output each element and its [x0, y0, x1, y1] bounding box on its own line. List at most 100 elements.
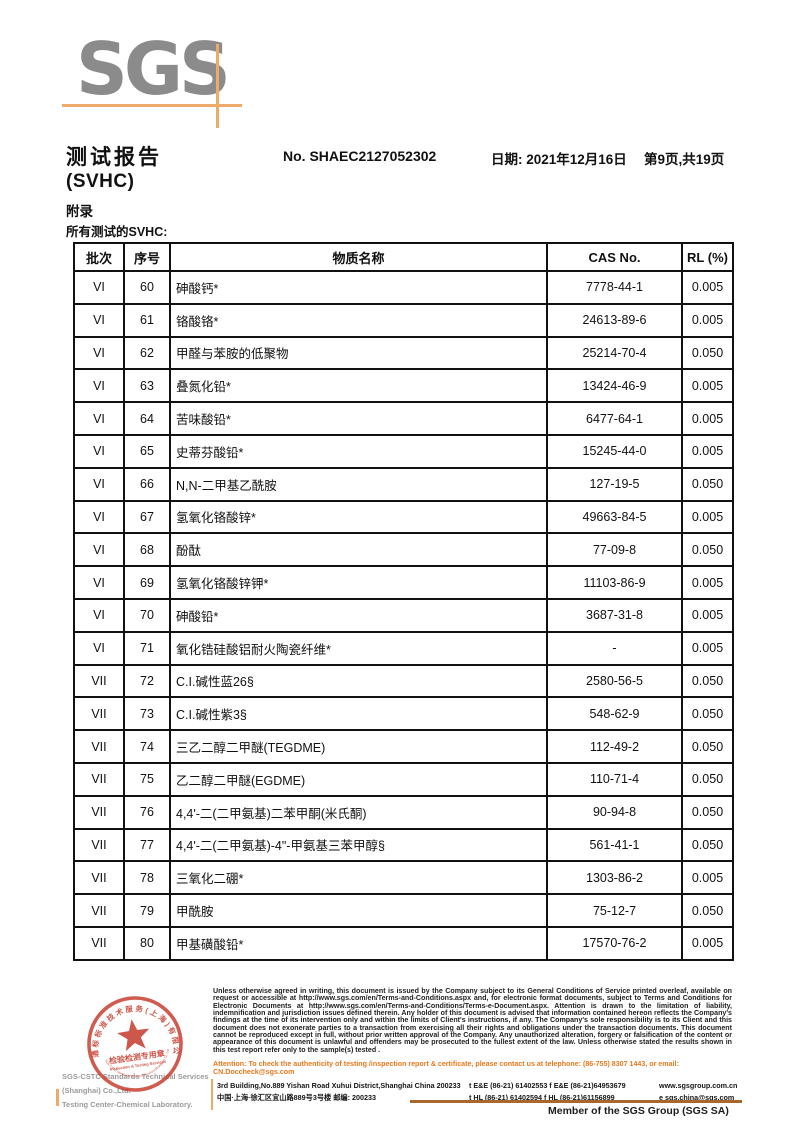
cell-cas: 1303-86-2: [546, 860, 683, 896]
cell-rl: 0.005: [681, 270, 734, 305]
phone-fax-hl: t HL (86-21) 61402594 f HL (86-21)611568…: [469, 1092, 615, 1102]
cell-rl: 0.005: [681, 433, 734, 469]
cell-rl: 0.005: [681, 630, 734, 666]
cell-no: 60: [123, 270, 171, 305]
cell-substance: 砷酸钙*: [169, 270, 548, 305]
page-indicator: 第9页,共19页: [644, 152, 725, 167]
cell-cas: 7778-44-1: [546, 270, 683, 305]
company-name-lines: SGS-CSTC Standards Technical Services (S…: [62, 1070, 232, 1112]
cell-substance: 苦味酸铅*: [169, 401, 548, 436]
cell-no: 80: [123, 925, 171, 962]
website-link[interactable]: www.sgsgroup.com.cn: [659, 1081, 738, 1090]
cell-no: 72: [123, 663, 171, 699]
cell-no: 78: [123, 860, 171, 896]
cell-batch: VI: [73, 597, 125, 633]
cell-cas: 561-41-1: [546, 827, 683, 863]
appendix-label: 附录: [66, 204, 93, 219]
inspection-stamp-seal: 通标标准技术服务(上海)有限公司 检验检测专用章 Inspection & Te…: [78, 986, 183, 1092]
cell-cas: 17570-76-2: [546, 925, 683, 962]
cell-cas: -: [546, 630, 683, 666]
star-icon: [117, 1019, 150, 1052]
report-number: No. SHAEC2127052302: [283, 148, 437, 164]
cell-cas: 112-49-2: [546, 729, 683, 764]
table-row: VII 72 C.I.碱性蓝26§ 2580-56-5 0.050: [73, 663, 734, 699]
cell-substance: 甲酰胺: [169, 893, 548, 928]
col-header-substance: 物质名称: [169, 242, 548, 272]
sgs-logo: SGS: [76, 27, 231, 111]
logo-horizontal-rule: [62, 104, 242, 107]
cell-rl: 0.050: [681, 729, 734, 764]
cell-no: 65: [123, 433, 171, 469]
page-subtitle: (SVHC): [66, 171, 135, 192]
cell-batch: VI: [73, 565, 125, 600]
cell-substance: 乙二醇二甲醚(EGDME): [169, 761, 548, 797]
cell-rl: 0.050: [681, 335, 734, 371]
attention-notice: Attention: To check the authenticity of …: [213, 1060, 679, 1076]
svhc-table: 批次 序号 物质名称 CAS No. RL (%) VI 60 砷酸钙* 7778-4…: [73, 242, 734, 962]
cell-batch: VII: [73, 761, 125, 797]
cell-rl: 0.050: [681, 696, 734, 732]
cell-no: 77: [123, 827, 171, 863]
cell-no: 61: [123, 302, 171, 338]
cell-substance: 砷酸铅*: [169, 597, 548, 633]
cell-rl: 0.005: [681, 368, 734, 404]
cell-substance: 酚酞: [169, 532, 548, 568]
cell-batch: VI: [73, 270, 125, 305]
cell-no: 62: [123, 335, 171, 371]
col-header-cas: CAS No.: [546, 242, 683, 272]
cell-no: 76: [123, 794, 171, 830]
table-row: VII 77 4,4'-二(二甲氨基)-4"-甲氨基三苯甲醇§ 561-41-1 0.0…: [73, 827, 734, 863]
cell-cas: 6477-64-1: [546, 401, 683, 436]
table-row: VI 71 氧化锆硅酸铝耐火陶瓷纤维* -0.005: [73, 630, 734, 666]
address-separator-line: [211, 1079, 213, 1110]
cell-no: 66: [123, 466, 171, 502]
table-row: VII 76 4,4'-二(二甲氨基)二苯甲酮(米氏酮) 90-94-8 0.050: [73, 794, 734, 830]
cell-substance: 叠氮化铅*: [169, 368, 548, 404]
cell-batch: VII: [73, 827, 125, 863]
cell-substance: 甲醛与苯胺的低聚物: [169, 335, 548, 371]
cell-substance: 三乙二醇二甲醚(TEGDME): [169, 729, 548, 764]
col-header-no: 序号: [123, 242, 171, 272]
cell-cas: 13424-46-9: [546, 368, 683, 404]
svhc-table-body: VI 60 砷酸钙* 7778-44-1 0.005 VI 61 铬酸铬* 24613-89-6…: [73, 270, 734, 962]
table-row: VI 62 甲醛与苯胺的低聚物 25214-70-4 0.050: [73, 335, 734, 371]
table-header-row: 批次 序号 物质名称 CAS No. RL (%): [73, 242, 734, 272]
cell-cas: 548-62-9: [546, 696, 683, 732]
cell-no: 63: [123, 368, 171, 404]
table-row: VI 70 砷酸铅* 3687-31-8 0.005: [73, 597, 734, 633]
page-edge-tick: [56, 1089, 59, 1106]
cell-substance: 氢氧化铬酸锌*: [169, 499, 548, 535]
cell-no: 68: [123, 532, 171, 568]
cell-rl: 0.050: [681, 893, 734, 928]
address-en: 3rd Building,No.889 Yishan Road Xuhui Di…: [217, 1081, 461, 1090]
report-date: 日期: 2021年12月16日: [491, 152, 627, 167]
cell-batch: VII: [73, 860, 125, 896]
cell-cas: 77-09-8: [546, 532, 683, 568]
cell-rl: 0.050: [681, 663, 734, 699]
cell-batch: VII: [73, 794, 125, 830]
cell-cas: 75-12-7: [546, 893, 683, 928]
table-row: VII 79 甲酰胺 75-12-7 0.050: [73, 893, 734, 928]
phone-fax-ee: t E&E (86-21) 61402553 f E&E (86-21)6495…: [469, 1081, 626, 1090]
col-header-batch: 批次: [73, 242, 125, 272]
cell-no: 75: [123, 761, 171, 797]
cell-rl: 0.005: [681, 925, 734, 962]
cell-rl: 0.050: [681, 794, 734, 830]
cell-rl: 0.005: [681, 499, 734, 535]
cell-no: 70: [123, 597, 171, 633]
cell-batch: VII: [73, 663, 125, 699]
cell-batch: VI: [73, 401, 125, 436]
address-row-en: 3rd Building,No.889 Yishan Road Xuhui Di…: [217, 1080, 737, 1092]
cell-substance: N,N-二甲基乙酰胺: [169, 466, 548, 502]
cell-batch: VI: [73, 368, 125, 404]
cell-batch: VII: [73, 696, 125, 732]
cell-no: 74: [123, 729, 171, 764]
email-link[interactable]: e sgs.china@sgs.com: [659, 1092, 735, 1102]
cell-cas: 49663-84-5: [546, 499, 683, 535]
company-name-en: SGS-CSTC Standards Technical Services (S…: [62, 1072, 209, 1095]
cell-no: 73: [123, 696, 171, 732]
cell-substance: 铬酸铬*: [169, 302, 548, 338]
cell-cas: 127-19-5: [546, 466, 683, 502]
table-row: VI 64 苦味酸铅* 6477-64-1 0.005: [73, 401, 734, 436]
